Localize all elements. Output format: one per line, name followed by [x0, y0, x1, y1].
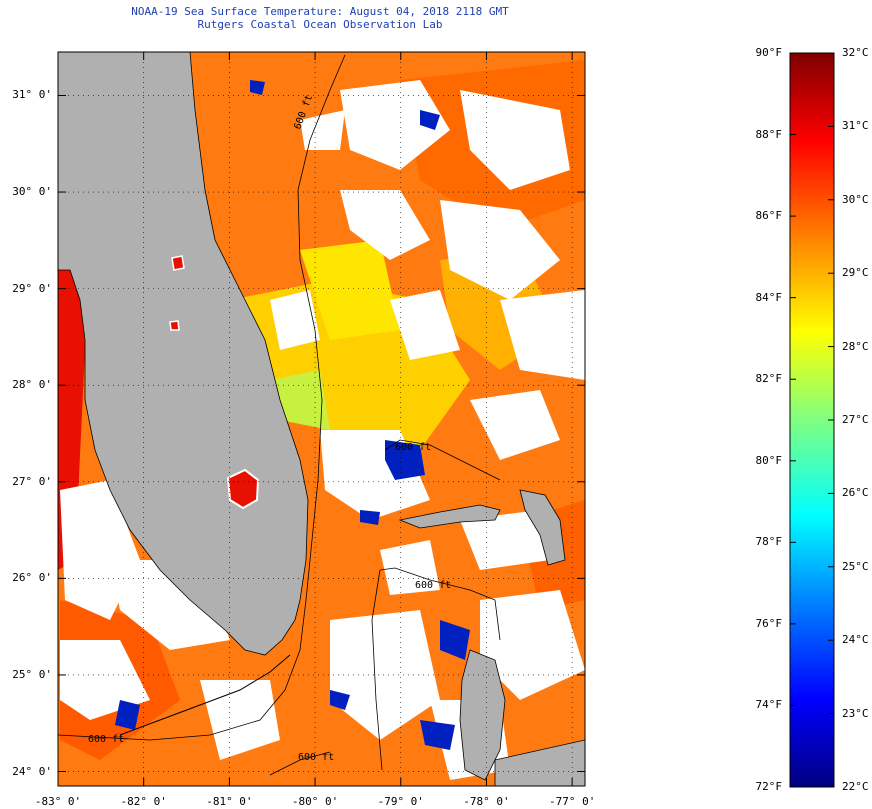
fahrenheit-label: 82°F: [755, 372, 783, 386]
isobath-label: 600 ft: [298, 752, 334, 763]
florida-keys: [119, 654, 291, 736]
longitude-label: -78° 0': [463, 795, 510, 808]
fahrenheit-label: 86°F: [755, 209, 783, 223]
cold-spots: [115, 80, 470, 750]
bahamas-andros: [459, 649, 506, 781]
celsius-label: 25°C: [842, 559, 869, 573]
map-frame: [57, 51, 586, 787]
latitude-label: 26° 0': [12, 571, 52, 585]
fahrenheit-label: 78°F: [755, 535, 783, 549]
longitude-label: -82° 0': [120, 795, 167, 808]
latitude-label: 24° 0': [12, 764, 52, 778]
latitude-label: 29° 0': [12, 281, 52, 295]
fahrenheit-label: 74°F: [755, 698, 783, 712]
bahamas-grand-bahama: [398, 504, 501, 529]
latitude-label: 30° 0': [12, 185, 52, 199]
celsius-label: 24°C: [842, 633, 869, 647]
celsius-label: 31°C: [842, 119, 869, 133]
fahrenheit-label: 80°F: [755, 453, 783, 467]
celsius-label: 28°C: [842, 339, 869, 353]
color-scale-bar: [789, 52, 835, 788]
bahamas-abaco: [519, 489, 566, 566]
longitude-label: -80° 0': [291, 795, 339, 808]
fahrenheit-label: 90°F: [755, 46, 783, 59]
isobath-label: 600 ft: [395, 442, 431, 453]
celsius-label: 22°C: [842, 780, 869, 793]
lake-okeechobee: [226, 468, 260, 510]
inland-lake: [169, 320, 180, 331]
inland-lake: [171, 255, 185, 271]
color-scale-ticks: [790, 52, 834, 788]
map-subtitle: Rutgers Coastal Ocean Observation Lab: [197, 18, 443, 31]
axis-ticks: [57, 52, 585, 786]
celsius-label: 23°C: [842, 706, 869, 720]
longitude-label: -81° 0': [206, 795, 253, 808]
cuba-land: [494, 739, 585, 786]
longitude-label: -79° 0': [377, 795, 424, 808]
isobath-contours: [58, 54, 501, 776]
isobath-label: 600 ft: [88, 734, 124, 745]
celsius-label: 27°C: [842, 413, 869, 426]
celsius-label: 26°C: [842, 486, 869, 500]
celsius-label: 30°C: [842, 192, 869, 206]
celsius-label: 29°C: [842, 266, 869, 280]
celsius-label: 32°C: [842, 46, 869, 59]
fahrenheit-label: 72°F: [755, 780, 783, 793]
fahrenheit-label: 88°F: [755, 127, 783, 141]
latitude-label: 27° 0': [12, 474, 52, 488]
latitude-label: 25° 0': [12, 667, 52, 681]
isobath-label: 600 ft: [415, 580, 451, 591]
fahrenheit-label: 84°F: [755, 290, 783, 304]
map-title: NOAA-19 Sea Surface Temperature: August …: [131, 5, 509, 18]
latitude-label: 28° 0': [12, 378, 52, 392]
fahrenheit-label: 76°F: [755, 616, 783, 630]
longitude-label: -77° 0': [548, 795, 596, 808]
latitude-label: 31° 0': [12, 88, 52, 102]
longitude-label: -83° 0': [34, 795, 82, 808]
